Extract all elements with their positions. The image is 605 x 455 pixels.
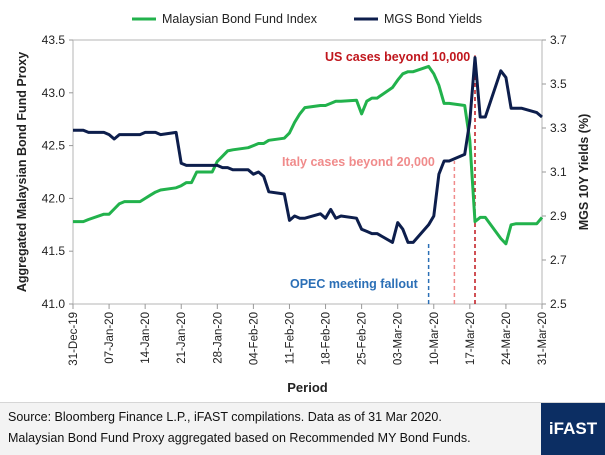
right-y-tick-label: 3.1 [550, 165, 567, 179]
right-y-tick-label: 2.5 [550, 297, 567, 311]
brand-logo: iFAST [541, 403, 605, 455]
x-tick-label: 10-Mar-20 [429, 312, 441, 365]
x-tick-label: 31-Dec-19 [68, 312, 80, 366]
mgs-yield-line [73, 56, 543, 244]
right-y-tick-label: 2.7 [550, 253, 567, 267]
left-y-axis-title: Aggregated Malaysian Bond Fund Proxy [15, 52, 29, 292]
left-y-tick-label: 43.0 [42, 86, 66, 100]
annotation-italy-cases: Italy cases beyond 20,000 [282, 155, 435, 169]
x-tick-label: 17-Mar-20 [465, 312, 477, 365]
bond-fund-index-line [73, 64, 544, 246]
legend-label: Malaysian Bond Fund Index [162, 12, 318, 26]
x-tick-label: 07-Jan-20 [104, 312, 116, 364]
source-line-1: Source: Bloomberg Finance L.P., iFAST co… [8, 410, 442, 424]
dual-axis-line-chart: 41.0 41.5 42.0 42.5 43.0 43.5 2.5 2.7 2.9 3.1 3.3 3… [15, 12, 591, 395]
legend-label: MGS Bond Yields [384, 12, 482, 26]
right-y-tick-label: 3.7 [550, 33, 567, 47]
left-y-tick-label: 41.5 [42, 244, 66, 258]
x-tick-label: 04-Feb-20 [248, 312, 260, 365]
x-tick-label: 11-Feb-20 [284, 312, 296, 364]
right-y-axis-title: MGS 10Y Yields (%) [577, 114, 591, 230]
x-tick-label: 14-Jan-20 [140, 312, 152, 364]
right-y-tick-label: 3.3 [550, 121, 567, 135]
footer-text: Source: Bloomberg Finance L.P., iFAST co… [8, 407, 471, 449]
x-tick-label: 18-Feb-20 [321, 312, 333, 365]
annotation-us-cases: US cases beyond 10,000 [325, 50, 470, 64]
left-y-tick-label: 42.0 [42, 191, 66, 205]
footer: Source: Bloomberg Finance L.P., iFAST co… [0, 402, 605, 455]
x-tick-label: 24-Mar-20 [501, 312, 513, 365]
right-y-tick-label: 2.9 [550, 209, 567, 223]
x-tick-label: 28-Jan-20 [212, 312, 224, 364]
source-line-2: Malaysian Bond Fund Proxy aggregated bas… [8, 431, 471, 445]
right-y-tick-label: 3.5 [550, 77, 567, 91]
annotation-opec-fallout: OPEC meeting fallout [290, 277, 419, 291]
x-tick-label: 21-Jan-20 [176, 312, 188, 364]
left-y-tick-label: 41.0 [42, 297, 66, 311]
left-y-tick-label: 42.5 [42, 139, 66, 153]
x-tick-label: 31-Mar-20 [537, 312, 549, 365]
left-y-tick-label: 43.5 [42, 33, 66, 47]
x-tick-label: 25-Feb-20 [357, 312, 369, 365]
x-axis-title: Period [287, 380, 328, 395]
x-tick-label: 03-Mar-20 [393, 312, 405, 365]
